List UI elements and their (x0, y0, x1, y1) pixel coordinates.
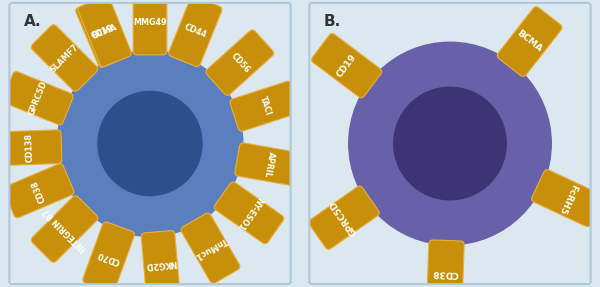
Text: BCMA: BCMA (91, 22, 119, 40)
Text: APRIL: APRIL (262, 151, 276, 178)
Text: GPRC5D: GPRC5D (329, 198, 359, 237)
Circle shape (98, 92, 202, 195)
Text: FcRH5: FcRH5 (556, 182, 578, 215)
Text: TnMuc1: TnMuc1 (193, 236, 228, 261)
FancyBboxPatch shape (230, 81, 300, 131)
FancyBboxPatch shape (31, 196, 98, 262)
Text: TACI: TACI (257, 95, 272, 117)
FancyBboxPatch shape (235, 143, 303, 186)
Text: SLAMF7: SLAMF7 (49, 42, 80, 74)
FancyBboxPatch shape (214, 182, 284, 244)
Circle shape (394, 87, 506, 200)
Text: MMG49: MMG49 (133, 18, 167, 27)
FancyBboxPatch shape (532, 170, 600, 227)
Text: CD70: CD70 (96, 249, 121, 265)
FancyBboxPatch shape (169, 0, 222, 67)
Text: B.: B. (323, 14, 341, 29)
Text: CD56: CD56 (229, 51, 251, 74)
Text: CD138: CD138 (24, 133, 34, 162)
FancyBboxPatch shape (0, 130, 62, 166)
FancyBboxPatch shape (31, 25, 98, 91)
FancyBboxPatch shape (4, 164, 74, 218)
FancyBboxPatch shape (133, 0, 167, 55)
FancyBboxPatch shape (141, 231, 180, 287)
Text: INTEGRIN B7: INTEGRIN B7 (41, 205, 88, 253)
FancyBboxPatch shape (83, 222, 134, 287)
Text: CD38: CD38 (432, 268, 459, 278)
Circle shape (349, 42, 551, 245)
Text: CD19: CD19 (90, 24, 115, 41)
FancyBboxPatch shape (2, 71, 73, 125)
FancyBboxPatch shape (181, 213, 240, 283)
Text: CD19: CD19 (335, 52, 358, 79)
FancyBboxPatch shape (78, 0, 131, 67)
Circle shape (57, 51, 243, 236)
FancyBboxPatch shape (427, 240, 464, 287)
Text: NY-ESO1: NY-ESO1 (235, 195, 263, 231)
FancyBboxPatch shape (311, 34, 382, 98)
FancyBboxPatch shape (309, 186, 379, 249)
Text: NKG2D: NKG2D (145, 258, 176, 270)
Text: CD44: CD44 (183, 23, 208, 40)
Text: GPRC5D: GPRC5D (27, 79, 49, 117)
Text: CD38: CD38 (30, 178, 47, 203)
Text: BCMA: BCMA (515, 29, 544, 54)
Text: A.: A. (23, 14, 41, 29)
FancyBboxPatch shape (206, 30, 274, 95)
FancyBboxPatch shape (76, 0, 130, 67)
FancyBboxPatch shape (497, 7, 562, 77)
